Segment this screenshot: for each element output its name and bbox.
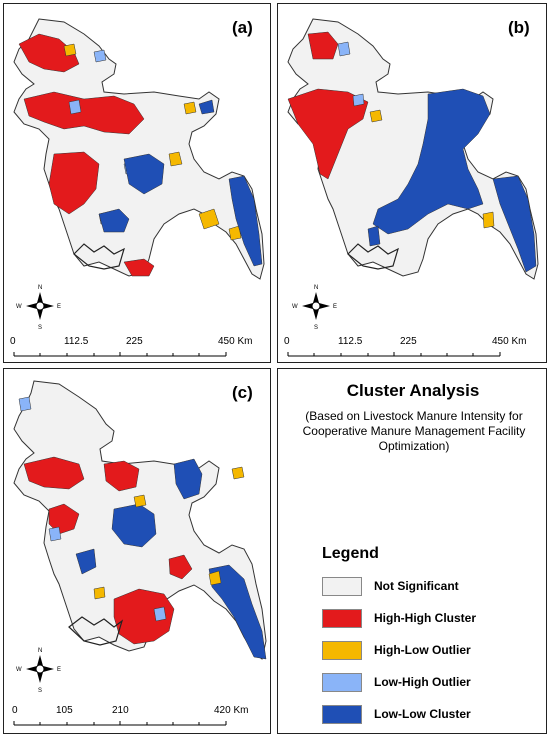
high-high-regions xyxy=(23,456,193,645)
scale-label: 0 xyxy=(284,336,290,347)
panel-label-b: (b) xyxy=(508,18,530,37)
compass-s: S xyxy=(314,325,318,331)
north-arrow: N S E W xyxy=(16,285,61,331)
legend-label: High-Low Outlier xyxy=(374,643,471,657)
sundarbans-coast xyxy=(73,243,125,270)
map-a: N S E W xyxy=(13,18,265,357)
north-arrow: N S E W xyxy=(16,648,61,694)
cluster-analysis-title: Cluster Analysis xyxy=(346,381,480,400)
compass-s: S xyxy=(38,325,42,331)
scale-label: 105 xyxy=(56,705,73,716)
scale-label: 0 xyxy=(10,336,16,347)
map-c: N S E W xyxy=(13,380,267,726)
compass-s: S xyxy=(38,688,42,694)
map-panel-c: N S E W (c) 0 105 210 420 Km xyxy=(3,368,271,734)
legend-title: Legend xyxy=(322,545,379,562)
info-panel: Cluster Analysis (Based on Livestock Man… xyxy=(277,368,547,734)
compass-n: N xyxy=(38,648,42,654)
scale-bar xyxy=(287,352,501,357)
country-outline xyxy=(13,18,265,280)
scale-label: 450 Km xyxy=(218,336,253,347)
compass-e: E xyxy=(333,304,337,310)
legend-swatch xyxy=(322,577,362,596)
low-high-regions xyxy=(337,41,365,107)
legend-swatch xyxy=(322,673,362,692)
high-low-regions xyxy=(369,109,495,229)
compass-w: W xyxy=(16,667,22,673)
high-low-regions xyxy=(63,43,242,241)
panel-label-c: (c) xyxy=(232,383,253,402)
scale-label: 225 xyxy=(400,336,417,347)
scale-label: 112.5 xyxy=(64,336,89,347)
scale-label: 210 xyxy=(112,705,129,716)
scale-label: 420 Km xyxy=(214,705,249,716)
legend-label: High-High Cluster xyxy=(374,611,476,625)
legend-label: Not Significant xyxy=(374,579,459,593)
scale-bar xyxy=(13,721,227,726)
panel-label-a: (a) xyxy=(232,18,253,37)
sundarbans-coast xyxy=(68,616,124,646)
compass-e: E xyxy=(57,304,61,310)
scale-bar xyxy=(13,352,227,357)
high-high-regions xyxy=(18,33,155,277)
map-b: N S E W xyxy=(287,18,539,357)
map-panel-b: N S E W (b) 0 112.5 225 450 Km xyxy=(277,3,547,363)
north-arrow: N S E W xyxy=(292,285,337,331)
compass-w: W xyxy=(16,304,22,310)
high-high-regions xyxy=(287,31,369,180)
scale-label: 0 xyxy=(12,705,18,716)
cluster-analysis-subtitle: (Based on Livestock Manure Intensity for… xyxy=(302,409,526,453)
sundarbans-coast xyxy=(347,243,399,270)
low-low-regions xyxy=(98,99,263,267)
compass-n: N xyxy=(38,285,42,291)
legend-swatch xyxy=(322,705,362,724)
compass-w: W xyxy=(292,304,298,310)
legend-swatch xyxy=(322,641,362,660)
compass-n: N xyxy=(314,285,318,291)
legend-label: Low-High Outlier xyxy=(374,675,471,689)
compass-e: E xyxy=(57,667,61,673)
scale-label: 112.5 xyxy=(338,336,363,347)
scale-label: 450 Km xyxy=(492,336,527,347)
scale-label: 225 xyxy=(126,336,143,347)
low-high-regions xyxy=(18,396,167,622)
high-low-regions xyxy=(93,466,245,600)
legend-label: Low-Low Cluster xyxy=(374,707,471,721)
map-panel-a: N S E W (a) 0 112.5 225 450 Km xyxy=(3,3,271,363)
low-low-regions xyxy=(367,88,537,273)
low-low-regions xyxy=(75,458,267,660)
legend-swatch xyxy=(322,609,362,628)
